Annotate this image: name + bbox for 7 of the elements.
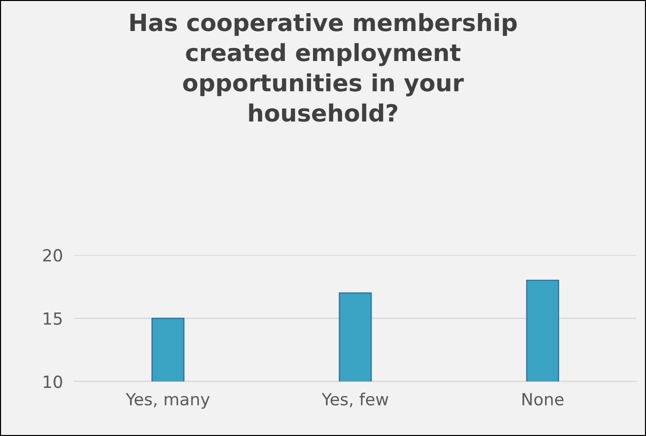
x-tick-label: Yes, few <box>322 392 388 408</box>
x-tick-label: None <box>522 393 564 406</box>
x-tick-label: Yes, many <box>126 393 210 409</box>
y-tick-label: 10 <box>44 375 62 388</box>
y-tick-label: 15 <box>44 312 62 325</box>
y-tick-label: 20 <box>43 249 62 262</box>
chart-title: Has cooperative membership created employment opportunities in your household? <box>130 13 517 122</box>
